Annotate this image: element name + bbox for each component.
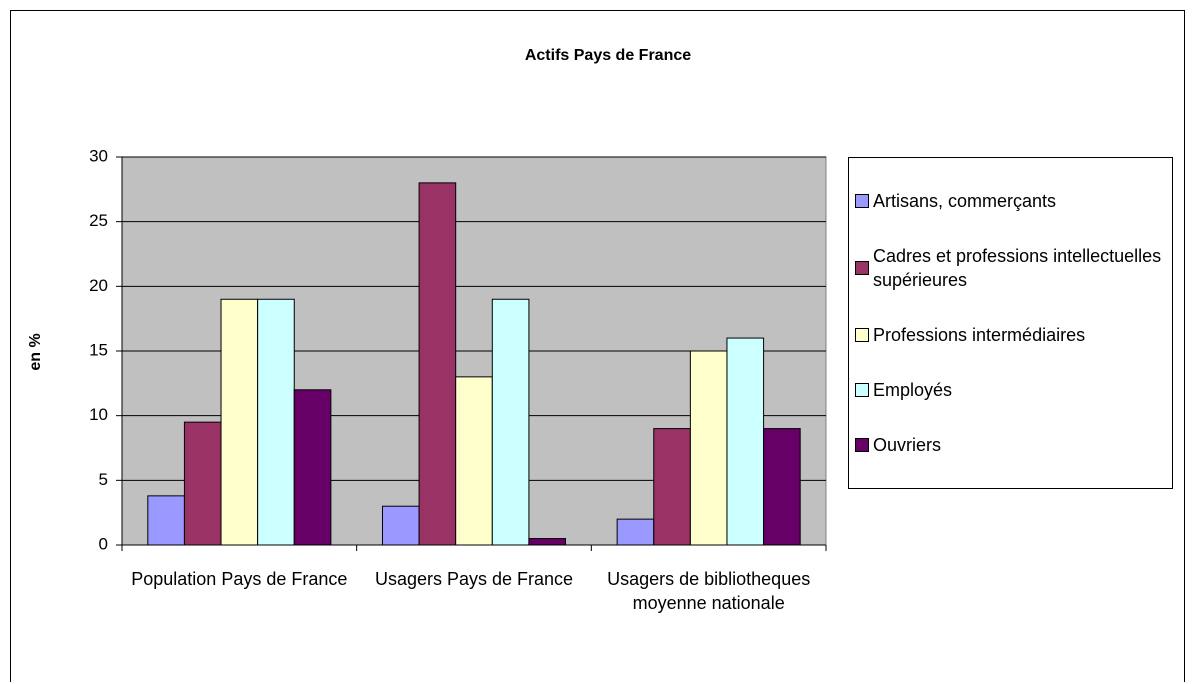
legend-entry: Professions intermédiaires [855,323,1166,347]
bar [220,298,259,546]
legend-swatch [855,261,869,275]
y-tick-label: 25 [89,211,108,230]
bar [147,495,185,546]
bar [726,337,765,546]
chart-frame [10,10,1185,682]
y-tick-label: 10 [89,405,108,424]
legend-label: Employés [873,380,953,400]
legend-label: Cadres et professions intellectuelles su… [873,246,1162,290]
legend: Artisans, commerçants Cadres et professio… [848,157,1173,489]
bar [381,505,420,546]
legend-swatch [855,194,869,208]
bar [418,182,457,546]
y-tick-label: 30 [89,146,108,165]
bar [257,298,295,546]
legend-swatch [855,438,869,452]
y-tick-label: 20 [89,276,108,295]
chart-title: Actifs Pays de France [525,47,691,64]
legend-label: Ouvriers [873,435,942,455]
y-tick-label: 0 [99,534,108,553]
bar [653,428,691,546]
legend-entry: Cadres et professions intellectuelles su… [855,244,1166,292]
bar [528,538,567,546]
legend-label: Artisans, commerçants [873,191,1057,211]
bar [491,298,530,546]
legend-entry: Ouvriers [855,433,1166,457]
legend-swatch [855,328,869,342]
x-tick-label: Population Pays de France [131,569,348,589]
legend-entry: Employés [855,378,1166,402]
bar [689,350,728,546]
y-tick-label: 5 [99,470,108,489]
x-tick-label: Usagers de bibliotheques moyenne nationa… [607,569,811,613]
bar [616,518,655,546]
legend-entry: Artisans, commerçants [855,189,1166,213]
bar [455,376,493,546]
y-tick-label: 15 [89,340,108,359]
x-tick-label: Usagers Pays de France [374,569,574,589]
bar [763,428,801,546]
bar [293,389,332,546]
y-axis-label: en % [27,333,44,370]
legend-label: Professions intermédiaires [873,325,1086,345]
legend-swatch [855,383,869,397]
bar [183,421,222,546]
